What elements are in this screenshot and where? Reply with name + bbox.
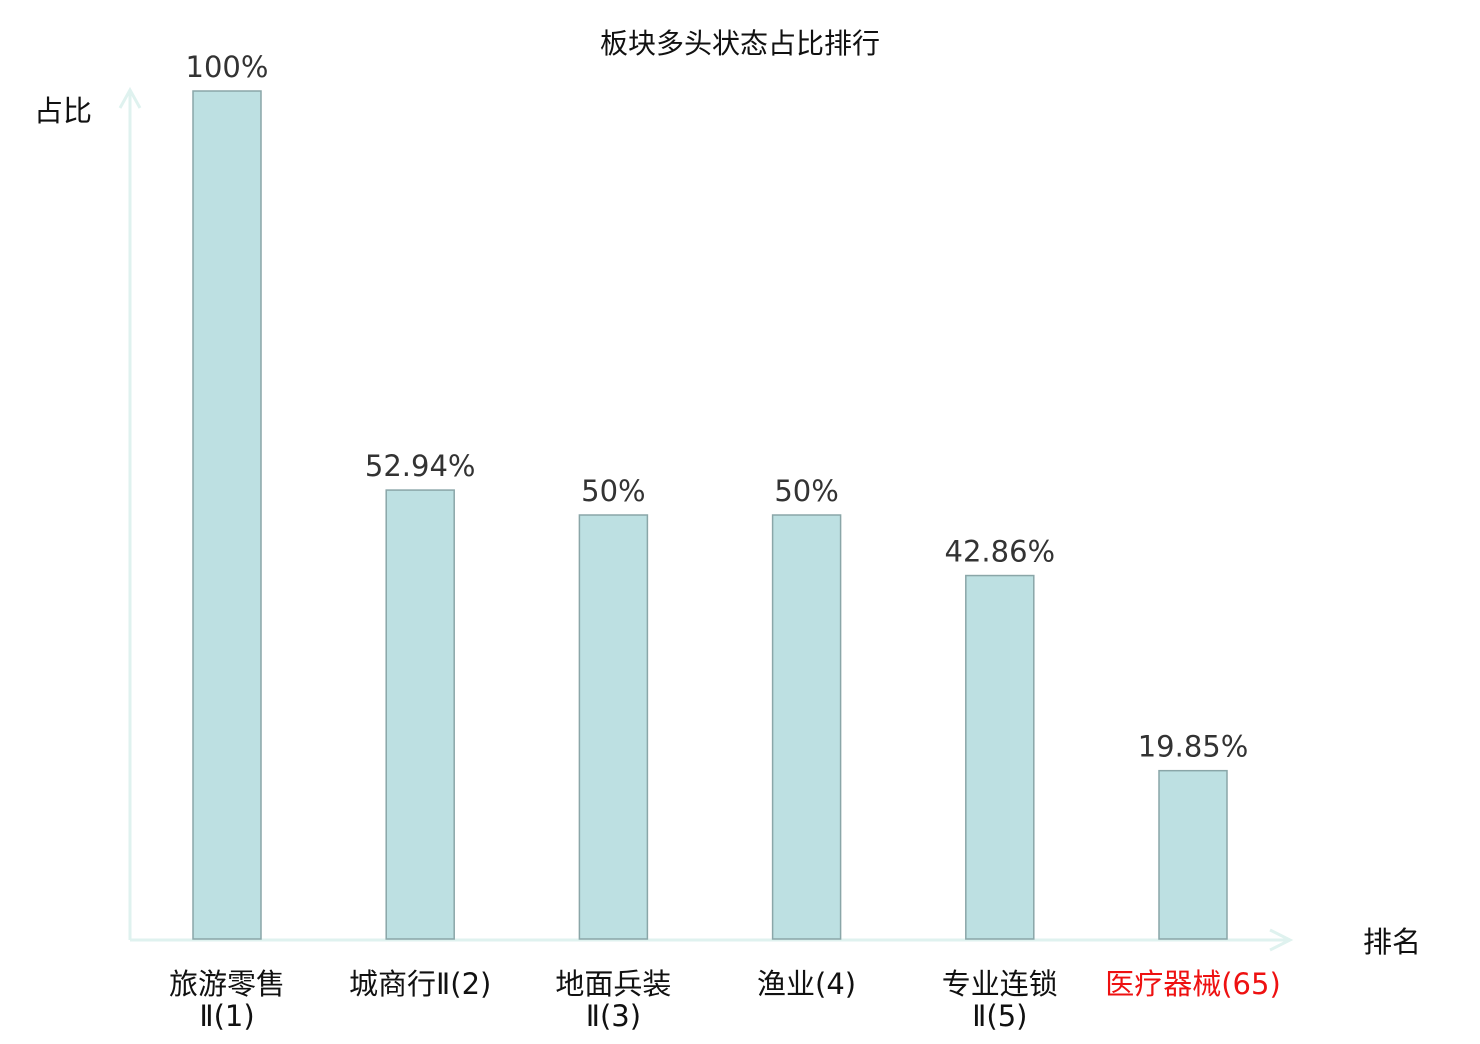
x-tick-label: 医疗器械(65) <box>1105 967 1281 1001</box>
x-tick-label: 专业连锁 Ⅱ(5) <box>942 967 1058 1033</box>
bar <box>578 514 649 940</box>
bar <box>771 514 842 940</box>
bar <box>385 489 455 940</box>
y-axis <box>118 86 142 940</box>
data-label: 50% <box>774 474 838 508</box>
data-label: 19.85% <box>1138 730 1249 764</box>
data-label: 100% <box>186 50 269 84</box>
data-label: 50% <box>581 474 645 508</box>
x-tick-label: 旅游零售 Ⅱ(1) <box>169 967 285 1033</box>
x-axis <box>130 928 1294 952</box>
x-tick-label: 城商行Ⅱ(2) <box>349 967 491 1001</box>
x-axis-label: 排名 <box>1363 925 1421 959</box>
bar <box>192 90 262 940</box>
data-label: 42.86% <box>945 535 1056 569</box>
y-axis-label: 占比 <box>34 94 92 128</box>
chart-title: 板块多头状态占比排行 <box>600 27 880 60</box>
bar <box>1158 769 1228 940</box>
bar <box>965 574 1035 940</box>
x-tick-label: 渔业(4) <box>757 967 856 1001</box>
data-label: 52.94% <box>365 449 476 483</box>
x-tick-label: 地面兵装 Ⅱ(3) <box>555 967 671 1033</box>
